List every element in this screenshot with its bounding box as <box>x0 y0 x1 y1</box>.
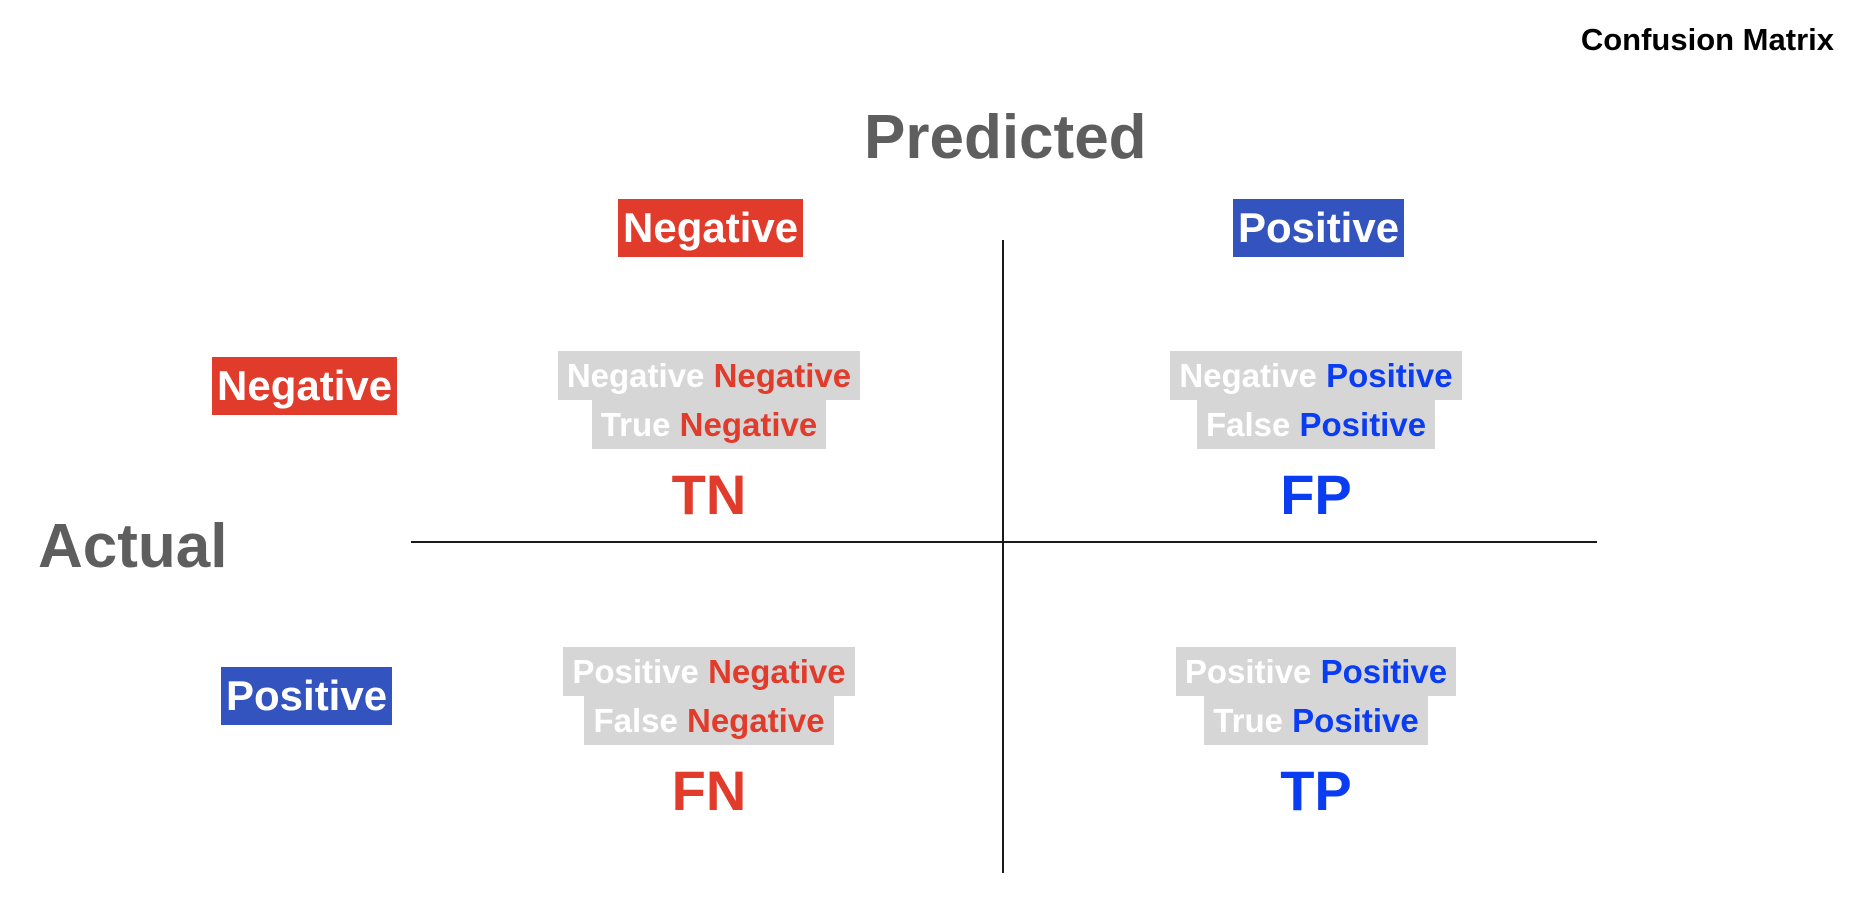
cell-tn-line2: True Negative <box>591 400 827 449</box>
cell-tp-line1: Positive Positive <box>1175 647 1457 696</box>
cell-fn-line1-color: Negative <box>708 653 846 690</box>
cell-fp-code: FP <box>1280 463 1352 526</box>
cell-fp-line1-white: Negative <box>1179 357 1317 394</box>
cell-fn-line1: Positive Negative <box>563 647 855 696</box>
cell-tp-code: TP <box>1280 759 1352 822</box>
cell-false-negative: Positive Negative False Negative FN <box>449 647 969 823</box>
cell-fn-line2: False Negative <box>584 696 834 745</box>
predicted-negative-badge: Negative <box>618 199 804 257</box>
cell-tp-line2-white: True <box>1213 702 1283 739</box>
cell-fp-line1: Negative Positive <box>1170 351 1462 400</box>
cell-tn-line1: Negative Negative <box>557 351 861 400</box>
cell-fn-code: FN <box>671 759 747 822</box>
predicted-positive-badge: Positive <box>1233 199 1405 257</box>
predicted-axis-label: Predicted <box>864 103 1147 172</box>
actual-positive-badge: Positive <box>221 667 393 725</box>
cell-tp-line1-color: Positive <box>1320 653 1448 690</box>
cell-fn-line2-color: Negative <box>687 702 825 739</box>
cell-true-positive: Positive Positive True Positive TP <box>1056 647 1576 823</box>
actual-axis-label: Actual <box>38 512 228 581</box>
cell-tp-line1-white: Positive <box>1184 653 1312 690</box>
cell-tn-code: TN <box>671 463 747 526</box>
cell-fp-line2-white: False <box>1205 406 1291 443</box>
cell-fp-line1-color: Positive <box>1326 357 1453 394</box>
cell-false-positive: Negative Positive False Positive FP <box>1056 351 1576 527</box>
cell-true-negative: Negative Negative True Negative TN <box>449 351 969 527</box>
cell-fn-line1-white: Positive <box>572 653 699 690</box>
actual-negative-badge: Negative <box>212 357 398 415</box>
cell-fp-line2-color: Positive <box>1299 406 1427 443</box>
cell-tp-line2-color: Positive <box>1292 702 1419 739</box>
cell-tp-line2: True Positive <box>1204 696 1428 745</box>
vertical-divider <box>1002 240 1004 873</box>
cell-fp-line2: False Positive <box>1196 400 1436 449</box>
cell-tn-line2-color: Negative <box>679 406 818 443</box>
cell-tn-line2-white: True <box>600 406 671 443</box>
cell-tn-line1-color: Negative <box>713 357 852 394</box>
cell-fn-line2-white: False <box>593 702 678 739</box>
chart-title: Confusion Matrix <box>1580 22 1834 57</box>
cell-tn-line1-white: Negative <box>566 357 705 394</box>
horizontal-divider <box>411 541 1597 543</box>
